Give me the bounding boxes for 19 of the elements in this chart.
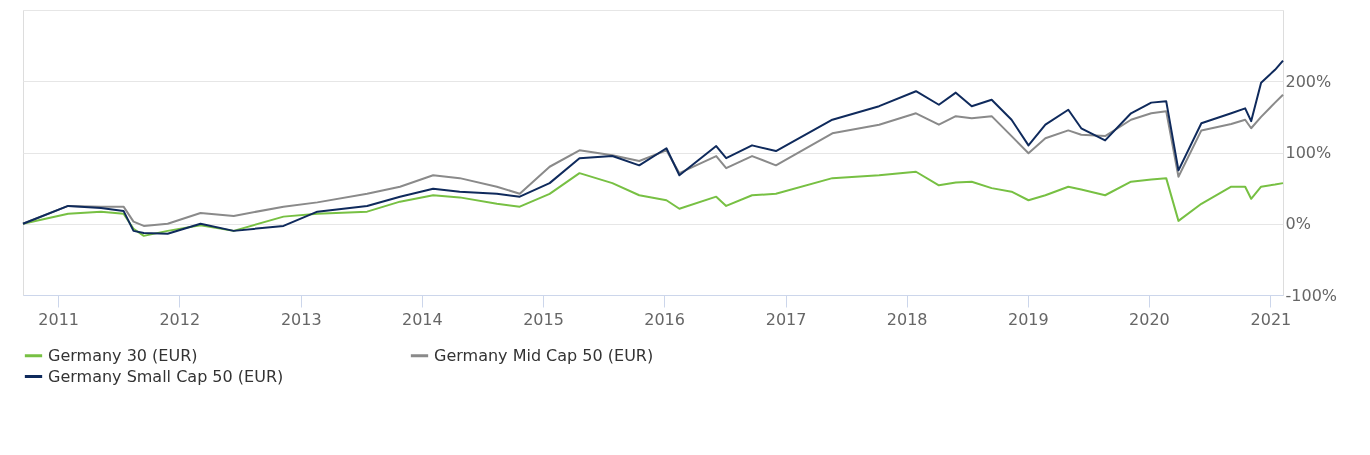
y-tick-label: 100%	[1285, 143, 1332, 162]
x-tick-label: 2021	[1250, 309, 1292, 329]
x-tick-label: 2015	[523, 309, 564, 329]
x-tick-label: 2013	[280, 309, 322, 329]
x-tick-label: 2011	[38, 309, 80, 329]
x-tick-label: 2012	[159, 309, 201, 329]
x-tick-label: 2019	[1007, 309, 1049, 329]
legend-label: Germany Mid Cap 50 (EUR)	[434, 345, 654, 365]
line-series	[22, 59, 1284, 235]
y-tick-label: 0%	[1285, 214, 1311, 234]
x-tick-label: 2020	[1129, 309, 1170, 329]
x-tick-label: 2018	[886, 309, 928, 329]
x-tick-label: 2017	[765, 309, 807, 329]
y-tick-label: -100%	[1285, 285, 1338, 305]
x-tick-label: 2014	[402, 309, 443, 329]
legend-label: Germany Small Cap 50 (EUR)	[48, 366, 284, 386]
x-tick-label: 2016	[644, 309, 685, 329]
legend-label: Germany 30 (EUR)	[48, 345, 198, 365]
y-tick-label: 200%	[1285, 71, 1332, 91]
